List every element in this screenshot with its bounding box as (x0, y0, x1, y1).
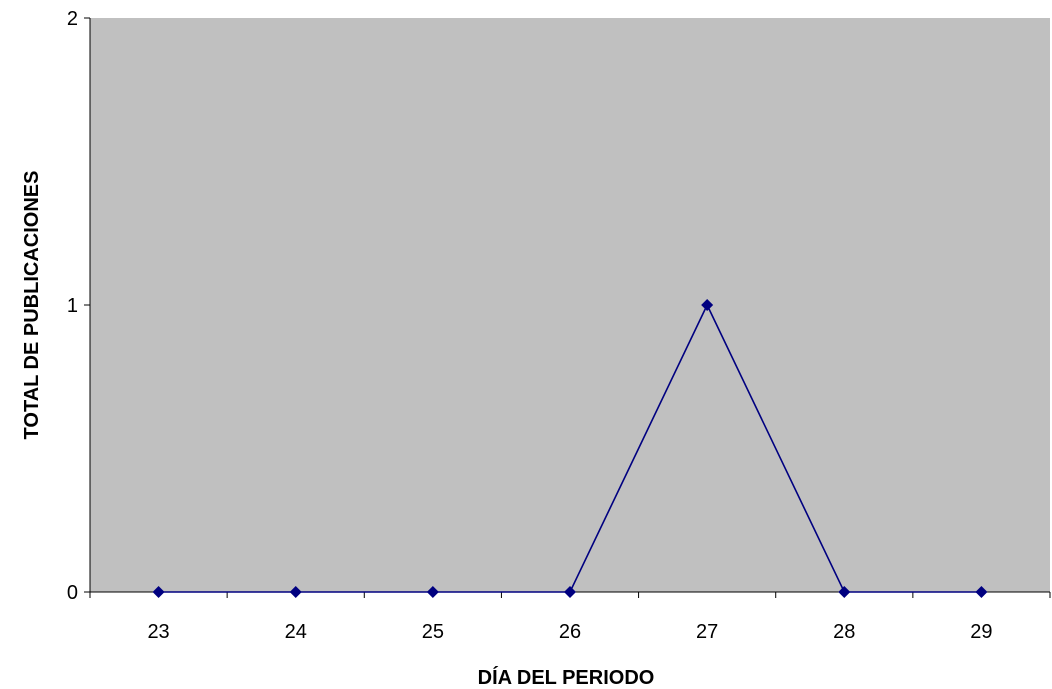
tick-labels: 0 1 2 23 24 25 26 27 28 29 (67, 8, 993, 643)
y-tick-label: 2 (67, 8, 78, 30)
x-tick-label: 25 (422, 621, 444, 643)
data-point-marker (426, 586, 439, 598)
series-layer (152, 299, 988, 598)
data-point-marker (701, 299, 714, 311)
x-tick-label: 26 (559, 621, 581, 643)
data-point-marker (838, 586, 851, 598)
data-point-marker (289, 586, 302, 598)
x-tick-label: 28 (833, 621, 855, 643)
x-tick-label: 27 (696, 621, 718, 643)
x-axis-title: DÍA DEL PERIODO (478, 666, 655, 689)
y-axis-title: TOTAL DE PUBLICACIONES (21, 171, 43, 440)
data-point-marker (975, 586, 988, 598)
data-point-marker (152, 586, 165, 598)
y-tick-label: 0 (67, 582, 78, 604)
x-tick-label: 24 (285, 621, 307, 643)
x-tick-label: 23 (147, 621, 169, 643)
data-point-marker (564, 586, 576, 598)
y-tick-label: 1 (67, 295, 78, 317)
x-tick-label: 29 (970, 621, 992, 643)
plot-area (90, 18, 1050, 592)
